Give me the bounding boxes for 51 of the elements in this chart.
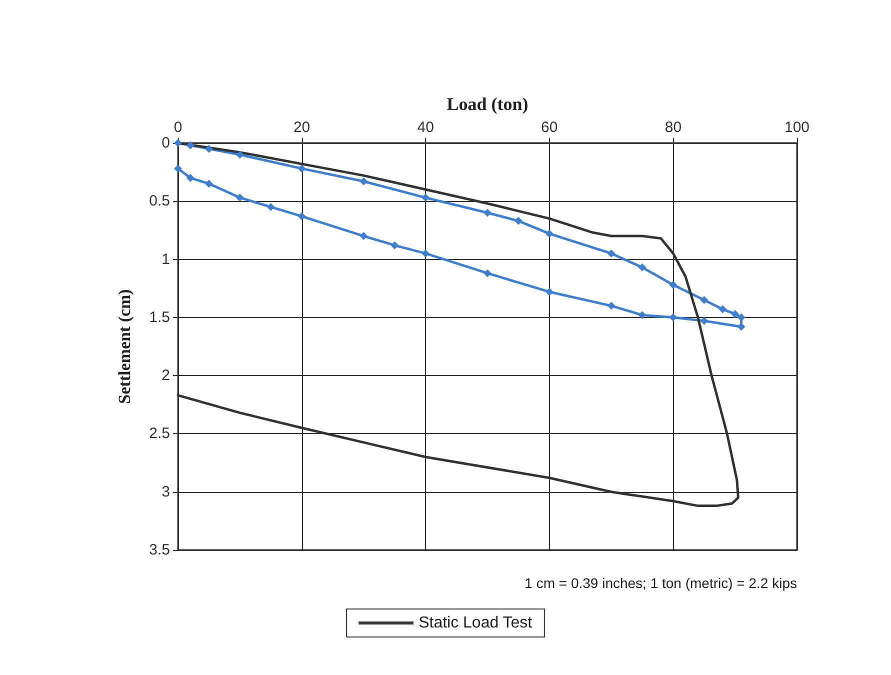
y-tick-label: 1 bbox=[162, 250, 170, 268]
point bbox=[737, 322, 746, 331]
x-tick-label: 80 bbox=[664, 119, 682, 136]
point bbox=[298, 164, 306, 173]
y-tick-label: 3 bbox=[162, 483, 170, 500]
point bbox=[607, 249, 616, 258]
point bbox=[638, 263, 646, 272]
point bbox=[484, 269, 492, 278]
point bbox=[669, 313, 678, 322]
x-tick-label: 40 bbox=[417, 119, 434, 136]
text: 1 cm = 0.39 inches; 1 ton (metric) = 2.2 kips bbox=[524, 575, 797, 591]
point bbox=[638, 311, 646, 320]
x-tick-label: 60 bbox=[541, 119, 558, 136]
point bbox=[174, 139, 182, 147]
point bbox=[700, 296, 708, 304]
point bbox=[360, 232, 368, 240]
point bbox=[236, 194, 244, 202]
point bbox=[422, 249, 430, 258]
y-axis-title: Settlement (cm) bbox=[115, 289, 134, 404]
point bbox=[545, 230, 554, 238]
x-tick-label: 20 bbox=[293, 119, 310, 136]
point bbox=[204, 180, 213, 188]
x-tick-label: 100 bbox=[784, 119, 810, 136]
x-tick-label: 0 bbox=[174, 119, 182, 136]
point bbox=[174, 164, 182, 173]
point bbox=[700, 316, 708, 325]
point bbox=[737, 313, 746, 322]
point bbox=[236, 150, 244, 159]
legend-label: Static Load Test bbox=[418, 614, 533, 632]
y-tick-label: 2.5 bbox=[149, 425, 170, 442]
point bbox=[298, 212, 306, 220]
point bbox=[607, 302, 616, 310]
point bbox=[186, 141, 194, 150]
point bbox=[422, 194, 430, 202]
point bbox=[731, 310, 740, 318]
point bbox=[718, 305, 727, 314]
y-tick-label: 2 bbox=[162, 367, 170, 384]
point bbox=[484, 208, 492, 217]
x-axis-title: Load (ton) bbox=[446, 94, 528, 114]
point bbox=[360, 177, 368, 186]
point bbox=[204, 144, 213, 153]
point bbox=[545, 288, 554, 296]
y-tick-label: 3.5 bbox=[149, 542, 170, 558]
point bbox=[669, 280, 678, 289]
y-tick-label: 0 bbox=[162, 134, 170, 152]
point bbox=[514, 216, 522, 225]
point bbox=[390, 241, 399, 250]
point bbox=[266, 202, 275, 211]
point bbox=[186, 174, 194, 182]
y-tick-label: 0.5 bbox=[149, 192, 170, 210]
y-tick-label: 1.5 bbox=[149, 308, 170, 326]
